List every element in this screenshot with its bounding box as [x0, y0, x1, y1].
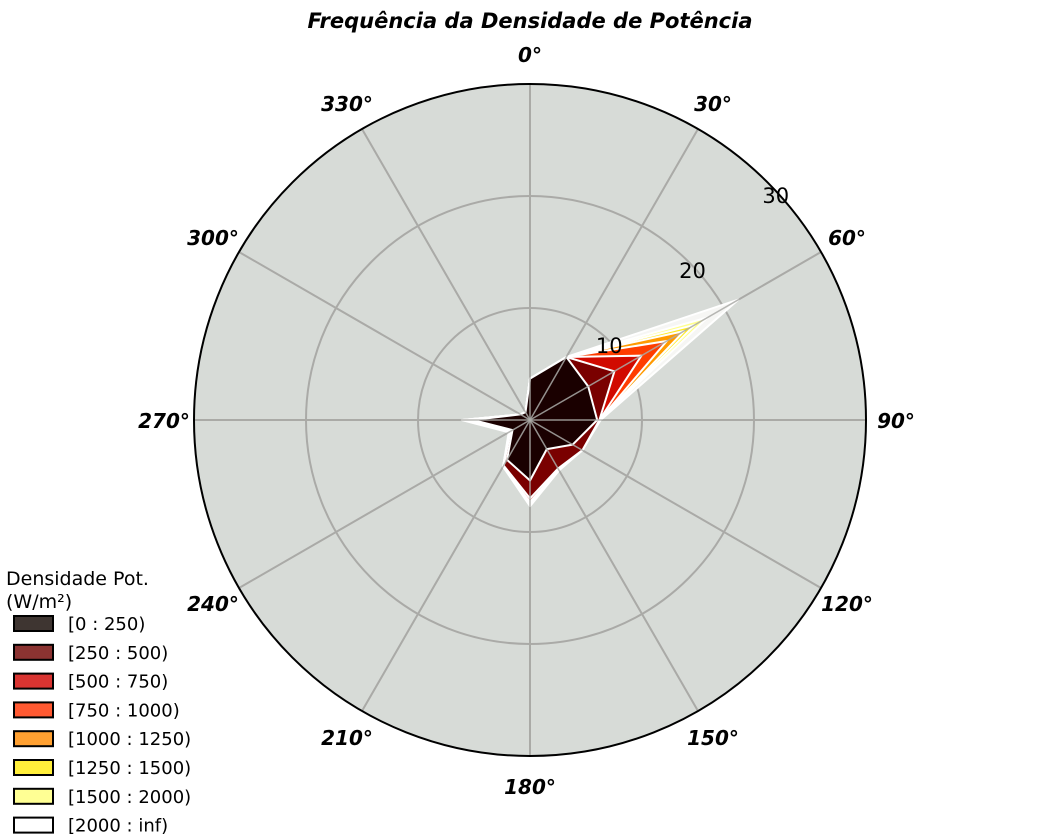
chart-title: Frequência da Densidade de Potência: [307, 9, 752, 33]
legend-swatch: [13, 643, 54, 661]
legend-label: [1250 : 1500): [68, 758, 191, 779]
legend-swatch: [13, 730, 54, 748]
angular-gridline-overlay: [361, 419, 531, 712]
angle-tick-label: 180°: [504, 775, 556, 799]
legend-title: Densidade Pot.: [6, 568, 149, 590]
legend-label: [500 : 750): [68, 672, 168, 693]
angle-tick-label: 60°: [828, 226, 866, 250]
angular-gridline-overlay: [529, 419, 822, 589]
angle-tick-label: 330°: [321, 92, 373, 116]
legend-swatch: [13, 759, 54, 776]
angular-gridline-overlay: [238, 419, 531, 589]
angle-tick-label: 120°: [821, 592, 873, 616]
angle-tick-label: 300°: [187, 226, 239, 250]
legend-label: [0 : 250): [68, 614, 145, 635]
radial-tick-label: 30: [762, 184, 789, 208]
angular-gridline-overlay: [529, 251, 822, 421]
series-layer: [194, 84, 866, 756]
angular-gridline-overlay: [529, 128, 699, 421]
legend-swatch: [13, 787, 54, 805]
polar-plot-border: [193, 83, 867, 757]
radial-tick-label: 20: [679, 259, 706, 283]
angle-tick-label: 30°: [694, 92, 732, 116]
legend-swatch: [13, 701, 54, 719]
legend-title-units: (W/m²): [6, 591, 72, 613]
angle-tick-label: 90°: [877, 409, 915, 433]
angle-tick-label: 150°: [687, 726, 739, 750]
angular-gridline-overlay: [361, 128, 531, 421]
legend-label: [250 : 500): [68, 643, 168, 664]
legend-label: [750 : 1000): [68, 700, 180, 721]
angular-gridline-overlay: [238, 251, 531, 421]
axis-labels: 0° 30° 60° 90° 120° 150° 180° 210° 240° 270° 300° 3…: [138, 43, 915, 799]
legend-label: [1500 : 2000): [68, 787, 191, 808]
legend-swatch: [13, 615, 54, 632]
angular-gridline-overlay: [529, 419, 699, 712]
radial-tick-label: 10: [596, 334, 623, 358]
angle-tick-label: 270°: [138, 409, 190, 433]
angle-tick-label: 0°: [518, 43, 542, 67]
angle-tick-label: 240°: [187, 592, 239, 616]
legend-label: [2000 : inf): [68, 816, 168, 837]
legend-swatch: [13, 672, 54, 690]
legend: Densidade Pot. (W/m²) [0 : 250) [250 : 50…: [6, 568, 191, 837]
legend-swatch: [13, 816, 54, 834]
legend-label: [1000 : 1250): [68, 729, 191, 750]
angle-tick-label: 210°: [321, 726, 373, 750]
